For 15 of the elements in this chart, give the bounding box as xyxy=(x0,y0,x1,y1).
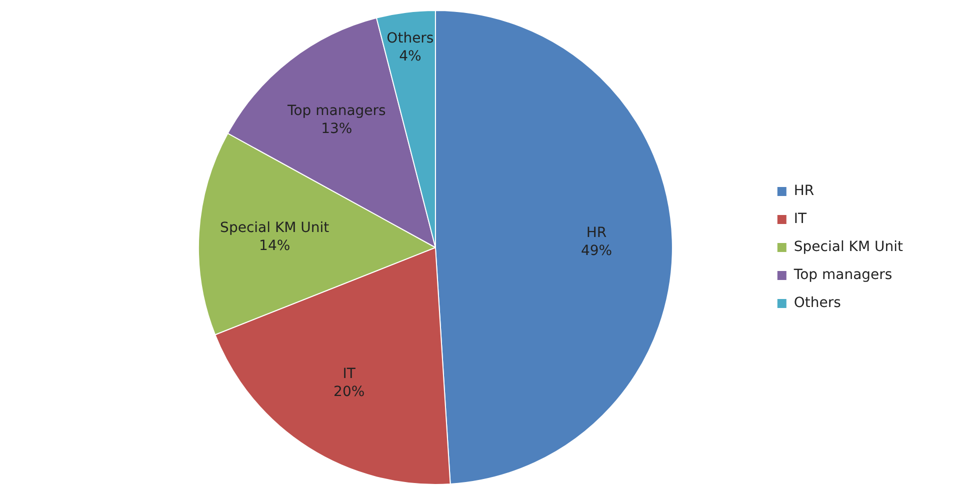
data-label: 14% xyxy=(259,238,290,254)
legend-label: IT xyxy=(794,211,808,228)
data-label: 49% xyxy=(580,243,612,260)
data-label: 4% xyxy=(399,48,422,64)
slice-label: IT xyxy=(342,366,356,382)
data-label: 13% xyxy=(321,120,352,137)
slice-label: Top managers xyxy=(286,102,386,119)
data-label: 20% xyxy=(334,384,365,400)
slice-label: Others xyxy=(386,30,434,46)
legend-label: HR xyxy=(794,183,814,200)
legend-label: Others xyxy=(794,295,841,312)
legend-label: Special KM Unit xyxy=(794,239,904,256)
slice-label: HR xyxy=(586,225,607,242)
slice-label: Special KM Unit xyxy=(220,220,330,236)
legend-label: Top managers xyxy=(792,267,892,284)
